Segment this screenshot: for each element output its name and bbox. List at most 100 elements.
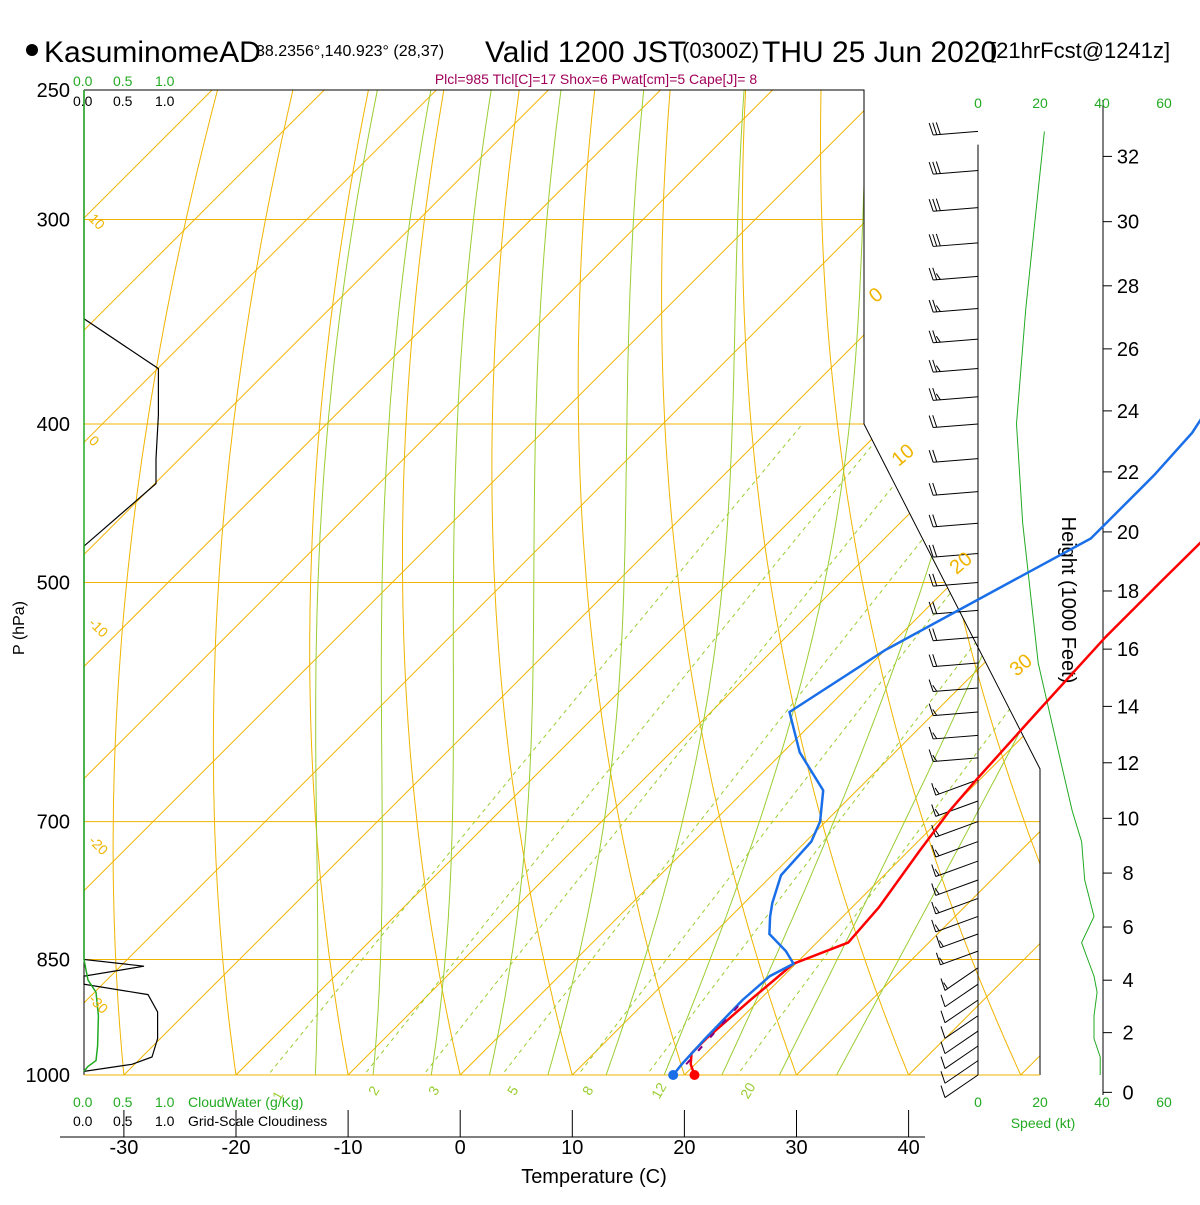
- dry-adiabat-label: 30: [1006, 650, 1037, 681]
- x-tick-label: 30: [785, 1137, 807, 1159]
- wind-barb-flag: [929, 629, 933, 641]
- wind-barb: [932, 880, 978, 895]
- speed-tick-top: 20: [1032, 95, 1048, 111]
- wind-barb-flag: [932, 783, 936, 795]
- pressure-tick-label: 300: [37, 210, 70, 232]
- x-axis-label: Temperature (C): [521, 1166, 667, 1188]
- wind-barb: [929, 574, 978, 586]
- height-tick-label: 26: [1117, 339, 1139, 361]
- wind-barb-flag: [929, 416, 933, 428]
- wind-barb-flag: [933, 415, 937, 427]
- moist-adiabat-line: [426, 0, 521, 1110]
- wind-barb-flag: [929, 515, 933, 527]
- dry-adiabat-line: [970, 0, 1200, 1110]
- isotherm-line: [1021, 0, 1200, 1075]
- mixing-ratio-line: [396, 424, 943, 1110]
- wind-barb-flag: [935, 809, 939, 815]
- wind-barb: [941, 1075, 978, 1098]
- moist-adiabat-line: [818, 0, 1200, 1110]
- pressure-tick-label: 250: [37, 80, 70, 102]
- pressure-tick-label: 500: [37, 573, 70, 595]
- moist-adiabat-line: [594, 0, 759, 1110]
- speed-tick-bottom: 0: [974, 1094, 982, 1110]
- cloud-water-tick-1: 0.5: [113, 73, 133, 89]
- wind-barb-flag: [929, 655, 933, 667]
- wind-barb-staff: [936, 861, 978, 876]
- background-grid: [0, 0, 1200, 1110]
- wind-barb-flag: [936, 199, 940, 211]
- station-name: KasuminomeAD: [44, 36, 261, 69]
- dry-adiabat-line: [742, 0, 923, 1110]
- wind-barb-flag: [935, 850, 939, 856]
- wind-barb: [929, 654, 978, 666]
- wind-barb: [929, 199, 978, 212]
- height-tick-label: 22: [1117, 462, 1139, 484]
- valid-date: THU 25 Jun 2020: [762, 36, 997, 69]
- cloudiness-profile-line: [84, 90, 158, 1071]
- cloudiness-tick-bottom-2: 1.0: [155, 1113, 175, 1129]
- wind-barb: [929, 330, 978, 342]
- wind-barb: [941, 968, 978, 991]
- moist-adiabat-line: [538, 0, 664, 1110]
- height-tick-label: 32: [1117, 146, 1139, 168]
- isotherm-line: [460, 0, 1200, 1075]
- wind-barb-flag: [941, 995, 945, 1007]
- pressure-tick-label: 700: [37, 812, 70, 834]
- wind-barb-flag: [933, 483, 937, 495]
- height-tick-label: 12: [1117, 753, 1139, 775]
- wind-barb-flag: [936, 336, 940, 342]
- isotherm-label: -20: [86, 832, 112, 858]
- isotherm-line: [909, 0, 1200, 1075]
- wind-barb: [929, 360, 978, 372]
- x-tick-label: 10: [561, 1137, 583, 1159]
- wind-barb-flag: [929, 234, 933, 246]
- wind-barb-flag: [933, 654, 937, 666]
- isotherm-line: [0, 0, 799, 1075]
- wind-panel: 0020204040606002468101214161820222426283…: [929, 95, 1172, 1110]
- wind-barb: [929, 628, 978, 640]
- speed-tick-top: 60: [1156, 95, 1172, 111]
- dry-adiabat-label: 10: [888, 440, 919, 471]
- wind-barb-flag: [935, 869, 939, 875]
- wind-barb-staff: [936, 880, 978, 895]
- wind-barb-flag: [929, 162, 933, 174]
- wind-barb: [929, 388, 978, 400]
- forecast-label: [21hrFcst@1241z]: [990, 38, 1170, 63]
- mixing-ratio-line: [336, 424, 889, 1110]
- wind-barb-flag: [933, 685, 937, 691]
- wind-barb: [929, 483, 978, 495]
- mixing-ratio-label: 5: [504, 1083, 522, 1098]
- wind-barb-flag: [933, 515, 937, 527]
- height-tick-label: 8: [1122, 863, 1133, 885]
- wind-barb-staff: [936, 842, 978, 857]
- isotherm-line: [124, 0, 1200, 1075]
- station-coords: 38.2356°,140.923° (28,37): [256, 43, 444, 60]
- valid-utc: (0300Z): [682, 38, 759, 63]
- wind-barb-flag: [935, 925, 939, 931]
- wind-barb-flag: [936, 305, 940, 311]
- cloud-panel: [84, 90, 158, 1071]
- wind-barb-staff: [940, 951, 978, 965]
- x-tick-label: -20: [222, 1137, 251, 1159]
- speed-axis-label: Speed (kt): [1011, 1115, 1076, 1131]
- wind-barb-flag: [933, 234, 937, 246]
- wind-barb-flag: [929, 360, 933, 372]
- height-tick-label: 28: [1117, 276, 1139, 298]
- isotherm-label: -10: [86, 615, 112, 641]
- wind-barb-flag: [933, 123, 937, 135]
- wind-barb: [929, 727, 978, 739]
- wind-barb: [936, 934, 978, 948]
- wind-barb-staff: [933, 424, 978, 428]
- wind-barb-flag: [933, 733, 937, 739]
- mixing-ratio-line: [240, 424, 803, 1110]
- isotherm-line: [0, 0, 687, 1075]
- station-dot-icon: [26, 44, 38, 56]
- wind-barb-flag: [932, 920, 936, 932]
- wind-barb-flag: [929, 574, 933, 586]
- pressure-tick-label: 400: [37, 414, 70, 436]
- dry-adiabat-line: [213, 0, 333, 1110]
- wind-barb-flag: [941, 1086, 945, 1098]
- wind-barb-staff: [936, 898, 978, 913]
- valid-label: Valid 1200 JST: [485, 36, 686, 69]
